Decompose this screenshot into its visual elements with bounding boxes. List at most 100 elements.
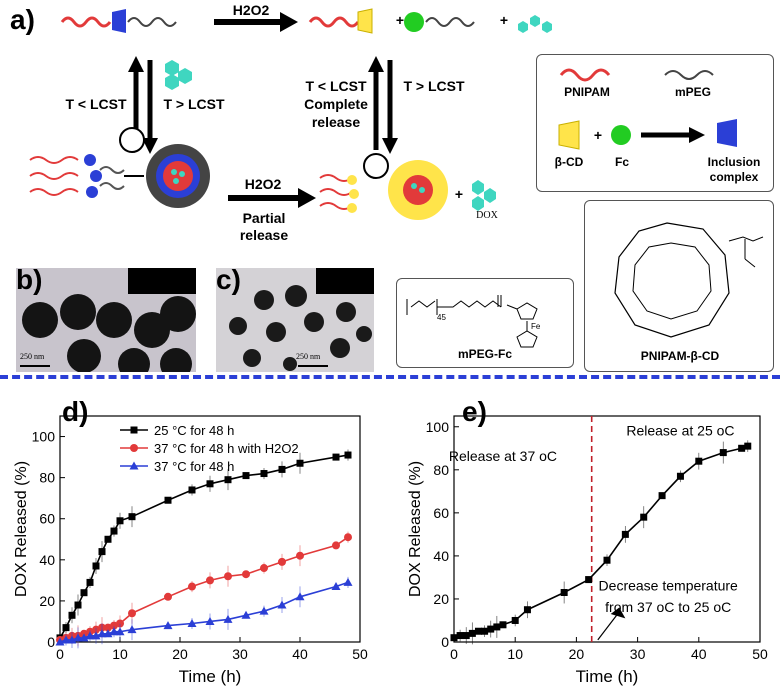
section-divider — [0, 375, 780, 379]
data-point — [127, 625, 137, 634]
legend-label-1: 37 °C for 48 h with H2O2 — [154, 441, 299, 456]
x-tick-label: 20 — [569, 646, 585, 662]
yellow-cd-top — [357, 8, 373, 34]
legend-marker-2 — [129, 461, 139, 470]
left-up-label: T > LCST — [163, 96, 225, 112]
data-point — [205, 616, 215, 625]
data-point — [68, 611, 76, 619]
data-point — [744, 442, 752, 450]
mpeg-fc-subscript: 45 — [437, 313, 446, 322]
x-tick-label: 0 — [450, 646, 458, 662]
data-point — [91, 631, 101, 640]
legend-marker-0 — [130, 426, 138, 434]
mid-down-label: T < LCST — [305, 78, 367, 94]
annotation-decrease-1: Decrease temperature — [599, 577, 739, 593]
x-tick-label: 20 — [172, 646, 188, 662]
x-axis-label: Time (h) — [576, 667, 639, 686]
chart-d: 0 10 20 30 40 50 0 20 40 60 80 100 Time (h) DOX Relea… — [13, 415, 368, 686]
series-line-2 — [59, 581, 349, 643]
data-point — [103, 629, 113, 638]
data-point — [128, 513, 136, 521]
y-tick-label: 60 — [433, 505, 449, 521]
legend-label-0: 25 °C for 48 h — [154, 423, 234, 438]
data-point — [296, 459, 304, 467]
data-point — [260, 564, 268, 573]
tem-image-c: 250 nm — [216, 268, 374, 372]
tem-b-particles — [20, 268, 196, 372]
legend-plus: + — [593, 127, 603, 143]
y-tick-label: 40 — [433, 548, 449, 564]
data-point — [92, 562, 100, 570]
data-point — [110, 621, 118, 630]
y-tick-label: 80 — [433, 462, 449, 478]
data-point — [523, 606, 531, 614]
data-point — [206, 576, 214, 585]
data-point — [259, 606, 269, 615]
y-tick-label: 40 — [39, 552, 55, 568]
data-point — [128, 609, 136, 618]
mpeg-fc-label: mPEG-Fc — [457, 347, 512, 361]
y-tick-label: 0 — [441, 634, 449, 650]
data-point — [450, 634, 458, 642]
x-tick-label: 10 — [507, 646, 523, 662]
fc-sphere-top — [404, 12, 424, 32]
legend-box: PNIPAM mPEG + β-CD Fc Inclusion complex — [536, 54, 774, 192]
annotation-decrease-2: from 37 oC to 25 oC — [605, 599, 731, 615]
data-point — [474, 627, 482, 635]
panel-label-e: e) — [462, 396, 487, 427]
data-point — [242, 472, 250, 480]
legend-fc-sphere — [611, 125, 631, 145]
data-point — [621, 530, 629, 538]
chart-e: 0 10 20 30 40 50 0 20 40 60 80 100 Time (h) DOX Relea… — [407, 415, 768, 686]
y-tick-label: 100 — [426, 419, 450, 435]
data-point — [223, 614, 233, 623]
dox-hexagons-bottom — [472, 180, 496, 211]
data-point — [206, 480, 214, 488]
pnipam-bcd-label: PNIPAM-β-CD — [640, 349, 720, 363]
data-point — [343, 577, 353, 586]
data-point — [97, 629, 107, 638]
x-tick-label: 50 — [352, 646, 368, 662]
x-tick-label: 40 — [691, 646, 707, 662]
legend-pnipam: PNIPAM — [564, 85, 610, 99]
legend-mpeg: mPEG — [674, 85, 711, 99]
x-tick-label: 30 — [232, 646, 248, 662]
data-point — [331, 582, 341, 591]
dox-label: DOX — [476, 210, 498, 221]
legend-graphics — [558, 68, 737, 150]
mpeg-chain-top — [127, 17, 177, 27]
data-point — [85, 631, 95, 640]
data-point — [188, 486, 196, 494]
data-point — [98, 548, 106, 556]
data-point — [481, 627, 489, 635]
x-tick-label: 10 — [112, 646, 128, 662]
data-point — [511, 616, 519, 624]
y-axis-label: DOX Released (%) — [407, 461, 424, 597]
data-point — [241, 610, 251, 619]
data-point — [55, 637, 65, 646]
legend-bcd: β-CD — [554, 155, 584, 169]
panel-label-d: d) — [62, 396, 89, 427]
data-point — [187, 619, 197, 628]
data-point — [462, 632, 470, 640]
data-point — [487, 625, 495, 633]
annotation-release-37: Release at 37 oC — [449, 448, 557, 464]
data-point — [163, 621, 173, 630]
pnipam-chain-top — [60, 16, 112, 28]
plus-3: + — [454, 186, 464, 202]
data-point — [603, 556, 611, 564]
left-down-label: T < LCST — [65, 96, 127, 112]
y-tick-label: 20 — [433, 591, 449, 607]
legend-bcd-cup — [558, 120, 580, 150]
annotation-arrowhead — [610, 607, 626, 619]
partial-label-2: release — [239, 227, 289, 243]
pnipam-bcd-structure — [614, 222, 764, 338]
x-axis-label: Time (h) — [179, 667, 242, 686]
y-tick-label: 60 — [39, 511, 55, 527]
plus-1: + — [395, 12, 405, 28]
data-point — [74, 601, 82, 609]
data-point — [640, 513, 648, 521]
tem-c-scale-label: 250 nm — [296, 352, 321, 361]
data-point — [278, 465, 286, 473]
data-point — [277, 600, 287, 609]
